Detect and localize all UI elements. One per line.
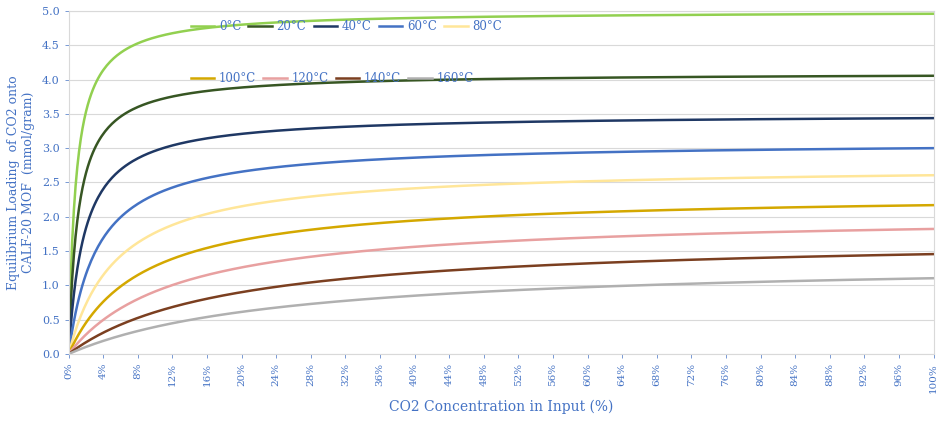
20°C [771, 74, 783, 79]
Line: 80°C: 80°C [69, 175, 933, 354]
0°C [906, 11, 918, 16]
80°C [63, 352, 75, 357]
120°C [63, 352, 75, 357]
120°C [927, 226, 938, 232]
X-axis label: CO2 Concentration in Input (%): CO2 Concentration in Input (%) [389, 400, 613, 414]
40°C [63, 352, 75, 357]
60°C [771, 147, 783, 152]
100°C [531, 212, 542, 217]
0°C [927, 11, 938, 16]
120°C [771, 229, 783, 234]
60°C [531, 151, 542, 156]
Legend: 100°C, 120°C, 140°C, 160°C: 100°C, 120°C, 140°C, 160°C [187, 68, 477, 88]
20°C [906, 73, 918, 78]
160°C [479, 289, 490, 294]
140°C [479, 266, 490, 271]
20°C [63, 352, 75, 357]
60°C [473, 153, 484, 158]
160°C [906, 276, 918, 281]
160°C [577, 285, 588, 290]
Y-axis label: Equilibrium Loading  of CO2 onto
CALF-20 MOF  (mmol/gram): Equilibrium Loading of CO2 onto CALF-20 … [7, 75, 35, 290]
80°C [577, 179, 588, 184]
Line: 140°C: 140°C [69, 254, 933, 354]
Line: 160°C: 160°C [69, 278, 933, 354]
Line: 100°C: 100°C [69, 205, 933, 354]
140°C [531, 263, 542, 268]
20°C [927, 73, 938, 78]
40°C [771, 117, 783, 122]
140°C [771, 255, 783, 260]
120°C [473, 240, 484, 245]
20°C [577, 75, 588, 80]
Line: 0°C: 0°C [69, 14, 933, 354]
100°C [479, 214, 490, 219]
40°C [473, 120, 484, 125]
100°C [63, 352, 75, 357]
Line: 120°C: 120°C [69, 229, 933, 354]
120°C [479, 240, 490, 245]
20°C [479, 77, 490, 82]
120°C [906, 227, 918, 232]
80°C [927, 173, 938, 178]
160°C [927, 276, 938, 281]
60°C [906, 146, 918, 151]
120°C [577, 235, 588, 240]
Line: 20°C: 20°C [69, 76, 933, 354]
120°C [531, 237, 542, 242]
140°C [63, 352, 75, 357]
140°C [927, 252, 938, 257]
0°C [479, 14, 490, 19]
100°C [771, 205, 783, 210]
100°C [906, 203, 918, 208]
Line: 40°C: 40°C [69, 118, 933, 354]
40°C [927, 116, 938, 121]
140°C [906, 252, 918, 257]
Line: 60°C: 60°C [69, 148, 933, 354]
40°C [531, 119, 542, 124]
60°C [63, 352, 75, 357]
60°C [479, 152, 490, 157]
80°C [906, 173, 918, 178]
20°C [473, 77, 484, 82]
80°C [473, 183, 484, 188]
160°C [63, 352, 75, 357]
60°C [927, 146, 938, 151]
40°C [906, 116, 918, 121]
0°C [63, 352, 75, 357]
40°C [479, 120, 490, 125]
160°C [531, 287, 542, 292]
0°C [771, 12, 783, 17]
100°C [577, 210, 588, 215]
60°C [577, 150, 588, 155]
160°C [473, 289, 484, 294]
40°C [577, 118, 588, 123]
100°C [473, 214, 484, 219]
80°C [771, 175, 783, 180]
140°C [577, 261, 588, 266]
0°C [531, 13, 542, 19]
100°C [927, 203, 938, 208]
80°C [479, 182, 490, 187]
80°C [531, 180, 542, 185]
0°C [473, 14, 484, 19]
140°C [473, 266, 484, 271]
0°C [577, 13, 588, 18]
20°C [531, 76, 542, 81]
160°C [771, 279, 783, 284]
